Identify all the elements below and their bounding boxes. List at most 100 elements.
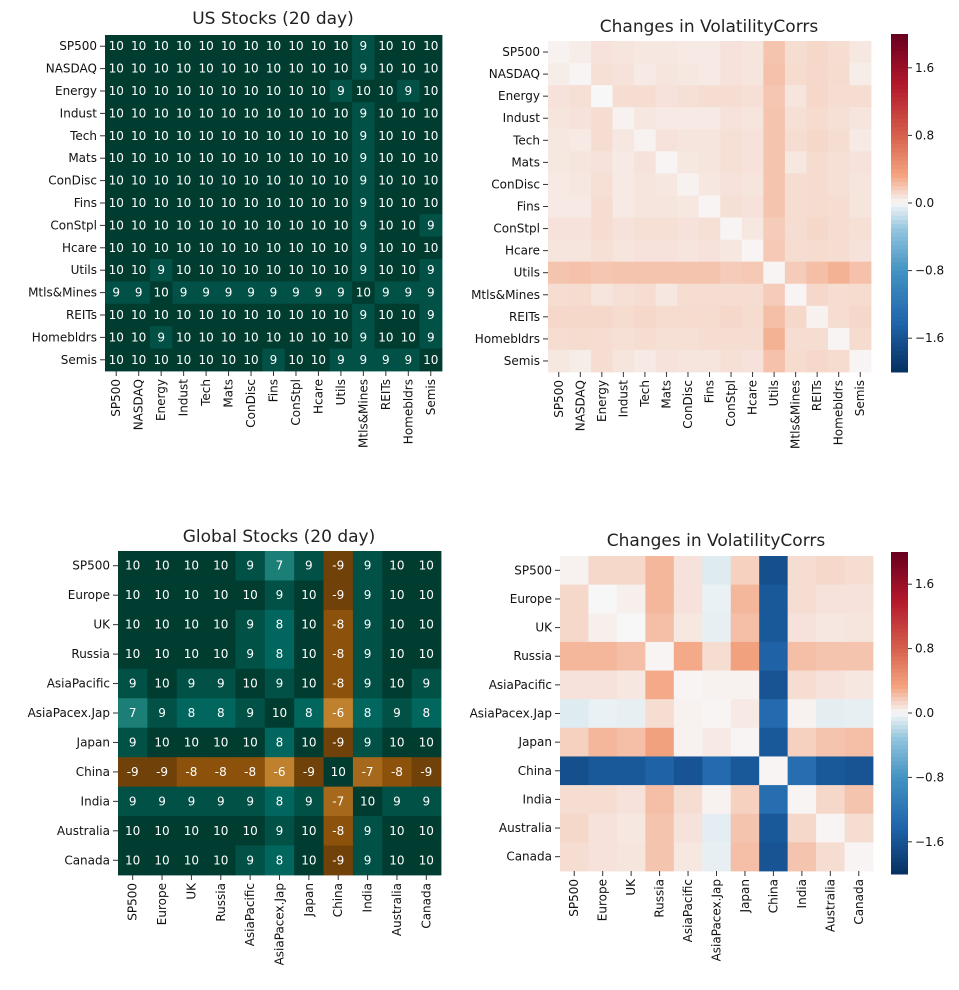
colorbar-segment <box>891 308 908 314</box>
colorbar-segment <box>891 363 908 369</box>
cell-value-label: 9 <box>202 286 210 300</box>
heatmap-cell <box>105 236 128 260</box>
heatmap-cell <box>702 556 732 586</box>
colorbar-segment <box>891 181 908 187</box>
colorbar-segment <box>891 173 908 179</box>
cell-value-label: 10 <box>389 735 404 749</box>
heatmap-cell <box>645 813 675 843</box>
colorbar-segment <box>891 190 908 196</box>
heatmap-cell <box>323 551 354 581</box>
heatmap-cell <box>634 283 657 307</box>
cell-value-label: 10 <box>419 618 434 632</box>
heatmap-cell <box>816 613 845 643</box>
heatmap-cell <box>419 35 443 58</box>
colorbar-segment <box>891 321 908 327</box>
colorbar-segment <box>891 262 908 267</box>
x-tick-label: SP500 <box>552 380 566 418</box>
heatmap-cell <box>149 57 173 81</box>
heatmap-cell <box>560 785 589 815</box>
cell-value-label: 9 <box>188 677 196 691</box>
heatmap-cell <box>816 699 845 729</box>
heatmap-cell <box>720 151 743 174</box>
cell-value-label: 10 <box>423 353 438 367</box>
heatmap-cell <box>217 214 241 237</box>
heatmap-cell <box>352 79 375 103</box>
colorbar-segment <box>891 338 908 343</box>
heatmap-cell <box>352 35 375 58</box>
cell-value-label: 10 <box>198 174 213 188</box>
heatmap-cell <box>239 147 263 170</box>
heatmap-cell <box>352 348 375 372</box>
colorbar-segment <box>891 833 908 839</box>
heatmap-cell <box>560 756 589 786</box>
heatmap-cell <box>616 670 646 700</box>
heatmap-cell <box>329 348 353 372</box>
heatmap-cell <box>352 786 383 817</box>
heatmap-cell <box>784 327 807 351</box>
cell-value-label: 10 <box>419 824 434 838</box>
heatmap-cell <box>147 845 178 876</box>
cell-value-label: 10 <box>109 353 124 367</box>
heatmap-cell <box>419 214 443 237</box>
colorbar-segment <box>891 118 908 124</box>
heatmap-cell <box>329 57 353 81</box>
cell-value-label: 10 <box>213 735 228 749</box>
colorbar-tick-label: 1.6 <box>915 577 934 591</box>
cell-value-label: 10 <box>288 106 303 120</box>
y-tick-label: Fins <box>517 200 540 214</box>
heatmap-cell <box>759 641 789 671</box>
cell-value-label: 10 <box>131 196 146 210</box>
cell-value-label: 10 <box>333 106 348 120</box>
x-tick-label: Europe <box>596 879 610 921</box>
heatmap-cell <box>677 151 700 174</box>
heatmap-cell <box>616 785 646 815</box>
x-tick-label: Japan <box>302 883 316 917</box>
cell-value-label: 10 <box>311 308 326 322</box>
cell-value-label: -8 <box>391 765 403 779</box>
cell-value-label: 9 <box>364 853 372 867</box>
colorbar-segment <box>891 139 908 145</box>
cell-value-label: 9 <box>157 330 165 344</box>
colorbar-tick-label: −1.6 <box>915 835 944 849</box>
cell-value-label: 9 <box>427 308 435 322</box>
heatmap-cell <box>763 239 786 263</box>
heatmap-cell <box>730 670 760 700</box>
y-tick-label: Australia <box>499 821 552 835</box>
colorbar-segment <box>891 42 908 48</box>
heatmap-cell <box>634 349 657 373</box>
heatmap-cell <box>307 191 331 215</box>
heatmap-cell <box>105 303 128 327</box>
heatmap-cell <box>806 217 829 240</box>
heatmap-cell <box>741 327 764 351</box>
cell-value-label: 10 <box>401 151 416 165</box>
heatmap-cell <box>294 786 324 817</box>
colorbar-segment <box>891 80 908 86</box>
colorbar-segment <box>891 359 908 365</box>
heatmap-cell <box>411 639 442 670</box>
heatmap-cell <box>787 842 817 872</box>
x-tick-label: Hcare <box>311 379 325 414</box>
cell-value-label: 10 <box>311 353 326 367</box>
cell-value-label: 10 <box>288 353 303 367</box>
heatmap-cell <box>382 816 413 846</box>
heatmap-cell <box>730 641 760 671</box>
cell-value-label: 10 <box>356 286 371 300</box>
heatmap-cell <box>720 85 743 108</box>
heatmap-cell <box>194 303 218 327</box>
colorbar-segment <box>891 596 908 601</box>
cell-value-label: 10 <box>221 129 236 143</box>
cell-value-label: 10 <box>213 559 228 573</box>
cell-value-label: 10 <box>221 218 236 232</box>
cell-value-label: 9 <box>360 308 368 322</box>
cell-value-label: 10 <box>198 129 213 143</box>
heatmap-cell <box>411 757 442 788</box>
heatmap-cell <box>284 102 308 125</box>
heatmap-cell <box>645 670 675 700</box>
y-tick-label: ConDisc <box>491 177 540 191</box>
heatmap-cell <box>264 816 295 846</box>
x-tick-label: China <box>331 883 345 917</box>
heatmap-cell <box>239 259 263 282</box>
heatmap-cell <box>149 169 173 193</box>
cell-value-label: 10 <box>198 263 213 277</box>
cell-value-label: 9 <box>360 218 368 232</box>
